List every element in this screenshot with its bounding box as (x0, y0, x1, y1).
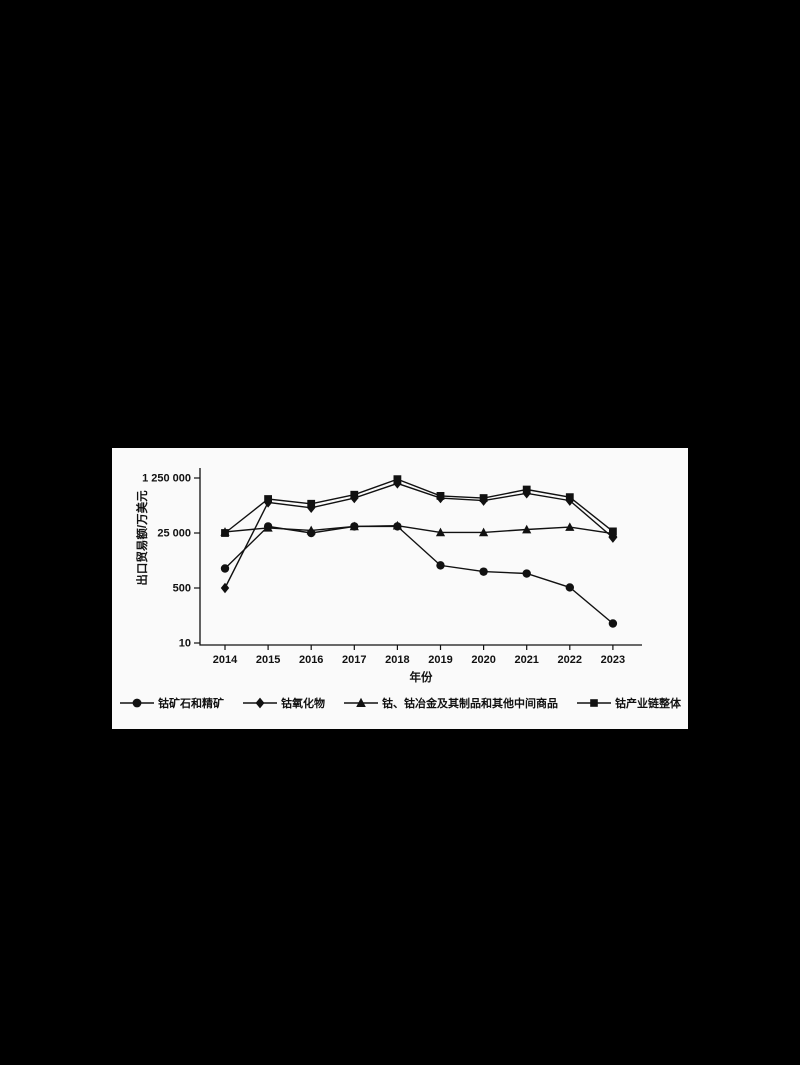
line-chart: 10 500 25 000 1 250 000 2014 2015 2016 2017 2018… (135, 468, 642, 684)
x-tick-label: 2020 (471, 654, 495, 666)
triangle-marker (479, 527, 489, 537)
triangle-marker-icon (344, 697, 378, 707)
x-tick-label: 2017 (342, 654, 366, 666)
legend-label: 钴产业链整体 (615, 698, 681, 710)
chart-panel: 10 500 25 000 1 250 000 2014 2015 2016 2017 2018… (112, 448, 688, 729)
square-marker (221, 529, 229, 537)
legend-item-cobalt-ore: 钴矿石和精矿 (119, 695, 224, 711)
circle-marker (436, 561, 445, 570)
x-tick-label: 2023 (601, 654, 625, 666)
chart-legend: 钴矿石和精矿 钴氧化物 钴、钴冶金及其制品和其他中间商品 钴产业链整体 (119, 695, 681, 711)
square-marker (609, 527, 617, 536)
y-tick-label: 500 (173, 583, 191, 595)
x-tick-label: 2018 (385, 654, 409, 666)
x-axis-title: 年份 (410, 670, 433, 684)
y-axis-title: 出口贸易额/万美元 (135, 490, 149, 586)
square-marker (479, 494, 488, 502)
x-tick-label: 2019 (428, 654, 452, 666)
y-tick-label: 1 250 000 (142, 473, 191, 485)
legend-item-cobalt-oxide: 钴氧化物 (242, 695, 325, 711)
square-marker (393, 475, 402, 484)
diamond-marker (220, 582, 230, 594)
circle-marker (522, 569, 531, 578)
x-tick-label: 2022 (558, 654, 582, 666)
triangle-marker (565, 522, 575, 531)
square-marker (565, 493, 574, 502)
triangle-marker (522, 524, 532, 534)
x-tick-label: 2015 (256, 654, 280, 666)
circle-marker-icon (120, 698, 154, 708)
square-marker (264, 495, 272, 503)
circle-marker (220, 564, 230, 573)
y-tick-label: 10 (179, 638, 191, 650)
square-marker (436, 491, 445, 500)
axes (199, 468, 642, 646)
triangle-marker (435, 527, 446, 537)
x-tick-label: 2014 (213, 654, 238, 666)
square-marker (350, 490, 359, 499)
series-line (224, 524, 614, 535)
triangle-marker (392, 520, 402, 530)
series-line (224, 482, 614, 589)
x-tick-label: 2016 (299, 654, 323, 666)
square-marker-icon (577, 699, 611, 707)
legend-item-cobalt-metallurgy: 钴、钴冶金及其制品和其他中间商品 (343, 695, 558, 711)
square-marker (307, 499, 316, 508)
series-line (224, 525, 614, 625)
diamond-marker-icon (243, 697, 277, 709)
circle-marker (565, 583, 574, 592)
triangle-marker (306, 525, 316, 535)
triangle-marker (349, 521, 359, 531)
circle-marker (479, 567, 488, 576)
x-tick-label: 2021 (514, 654, 538, 666)
square-marker (522, 485, 531, 494)
legend-item-cobalt-chain: 钴产业链整体 (576, 695, 681, 711)
triangle-marker (263, 523, 273, 532)
y-tick-label: 25 000 (157, 528, 191, 540)
legend-label: 钴矿石和精矿 (158, 698, 224, 710)
series-line (224, 478, 614, 534)
circle-marker (608, 619, 618, 628)
legend-label: 钴、钴冶金及其制品和其他中间商品 (382, 698, 558, 710)
legend-label: 钴氧化物 (281, 698, 325, 710)
